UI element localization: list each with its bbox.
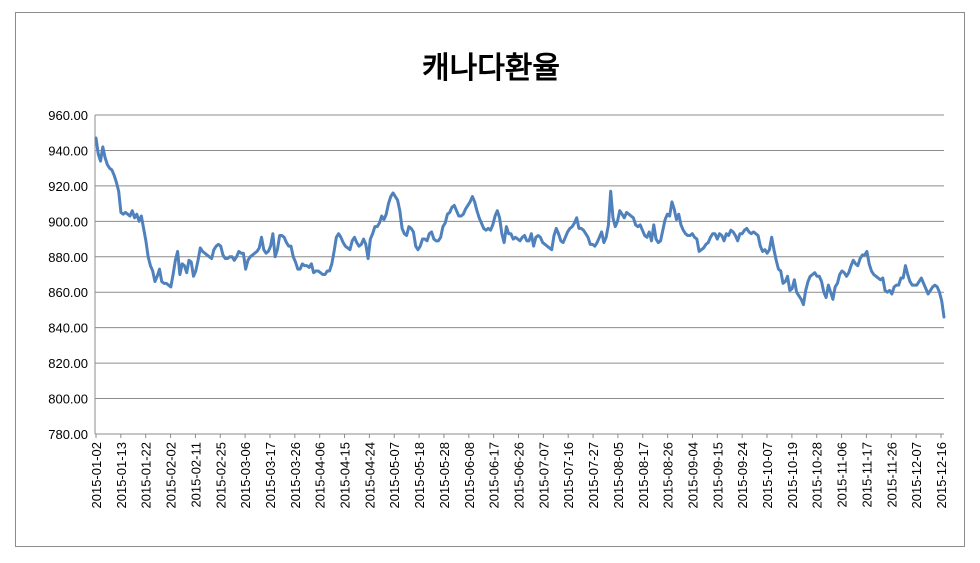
- x-tick-label: 2015-03-17: [263, 442, 278, 509]
- y-tick-label: 940.00: [48, 143, 88, 158]
- y-tick-label: 880.00: [48, 250, 88, 265]
- series-line: [94, 136, 946, 319]
- x-tick-label: 2015-05-28: [437, 442, 452, 509]
- x-tick-label: 2015-11-26: [884, 442, 899, 508]
- x-tick-label: 2015-07-27: [586, 442, 601, 509]
- y-tick-label: 780.00: [48, 427, 88, 442]
- x-tick-label: 2015-10-19: [785, 442, 800, 509]
- x-tick-label: 2015-06-17: [487, 442, 502, 509]
- x-tick-label: 2015-02-02: [164, 442, 179, 509]
- x-tick-label: 2015-04-06: [313, 442, 328, 509]
- x-tick-label: 2015-12-07: [909, 442, 924, 509]
- x-tick-label: 2015-11-17: [859, 442, 874, 508]
- x-tick-label: 2015-08-17: [636, 442, 651, 509]
- y-tick-label: 960.00: [48, 108, 88, 123]
- chart-svg: 캐나다환율 780.00 800.00 820.00 840.00 860.00 880.…: [48, 51, 949, 509]
- x-tick-label: 2015-06-26: [512, 442, 527, 509]
- y-tick-label: 900.00: [48, 214, 88, 229]
- y-tick-label: 800.00: [48, 392, 88, 407]
- x-tick-label: 2015-08-26: [661, 442, 676, 509]
- x-tick-label: 2015-01-13: [114, 442, 129, 509]
- x-tick-label: 2015-08-05: [611, 442, 626, 509]
- x-tick-label: 2015-02-25: [213, 442, 228, 509]
- y-tick-label: 920.00: [48, 179, 88, 194]
- x-tick-label: 2015-10-07: [760, 442, 775, 509]
- x-tick-label: 2015-01-02: [89, 442, 104, 509]
- y-axis-ticks: 780.00 800.00 820.00 840.00 860.00 880.00 900.…: [48, 108, 88, 442]
- x-tick-label: 2015-04-24: [362, 442, 377, 509]
- chart-title: 캐나다환율: [422, 51, 560, 86]
- x-tick-label: 2015-02-11: [188, 442, 203, 508]
- y-tick-label: 820.00: [48, 356, 88, 371]
- y-tick-label: 860.00: [48, 285, 88, 300]
- x-tick-label: 2015-09-04: [685, 442, 700, 509]
- x-tick-label: 2015-03-26: [288, 442, 303, 509]
- x-tick-label: 2015-09-24: [735, 442, 750, 509]
- x-tick-label: 2015-06-08: [462, 442, 477, 509]
- axes: [94, 115, 944, 435]
- x-tick-label: 2015-04-15: [338, 442, 353, 509]
- x-tick-label: 2015-09-15: [710, 442, 725, 509]
- x-tick-label: 2015-01-22: [139, 442, 154, 509]
- x-tick-label: 2015-05-07: [387, 442, 402, 509]
- series-layer: [94, 136, 946, 319]
- x-tick-label: 2015-12-16: [934, 442, 949, 509]
- x-tick-label: 2015-07-07: [536, 442, 551, 509]
- x-axis-ticks: 2015-01-02 2015-01-13 2015-01-22 2015-02-02…: [89, 434, 949, 509]
- chart-frame: 캐나다환율 780.00 800.00 820.00 840.00 860.00 880.…: [15, 12, 965, 547]
- x-tick-label: 2015-05-18: [412, 442, 427, 509]
- x-tick-label: 2015-03-06: [238, 442, 253, 509]
- y-tick-label: 840.00: [48, 321, 88, 336]
- x-tick-label: 2015-11-06: [835, 442, 850, 508]
- x-tick-label: 2015-07-16: [561, 442, 576, 509]
- x-tick-label: 2015-10-28: [810, 442, 825, 509]
